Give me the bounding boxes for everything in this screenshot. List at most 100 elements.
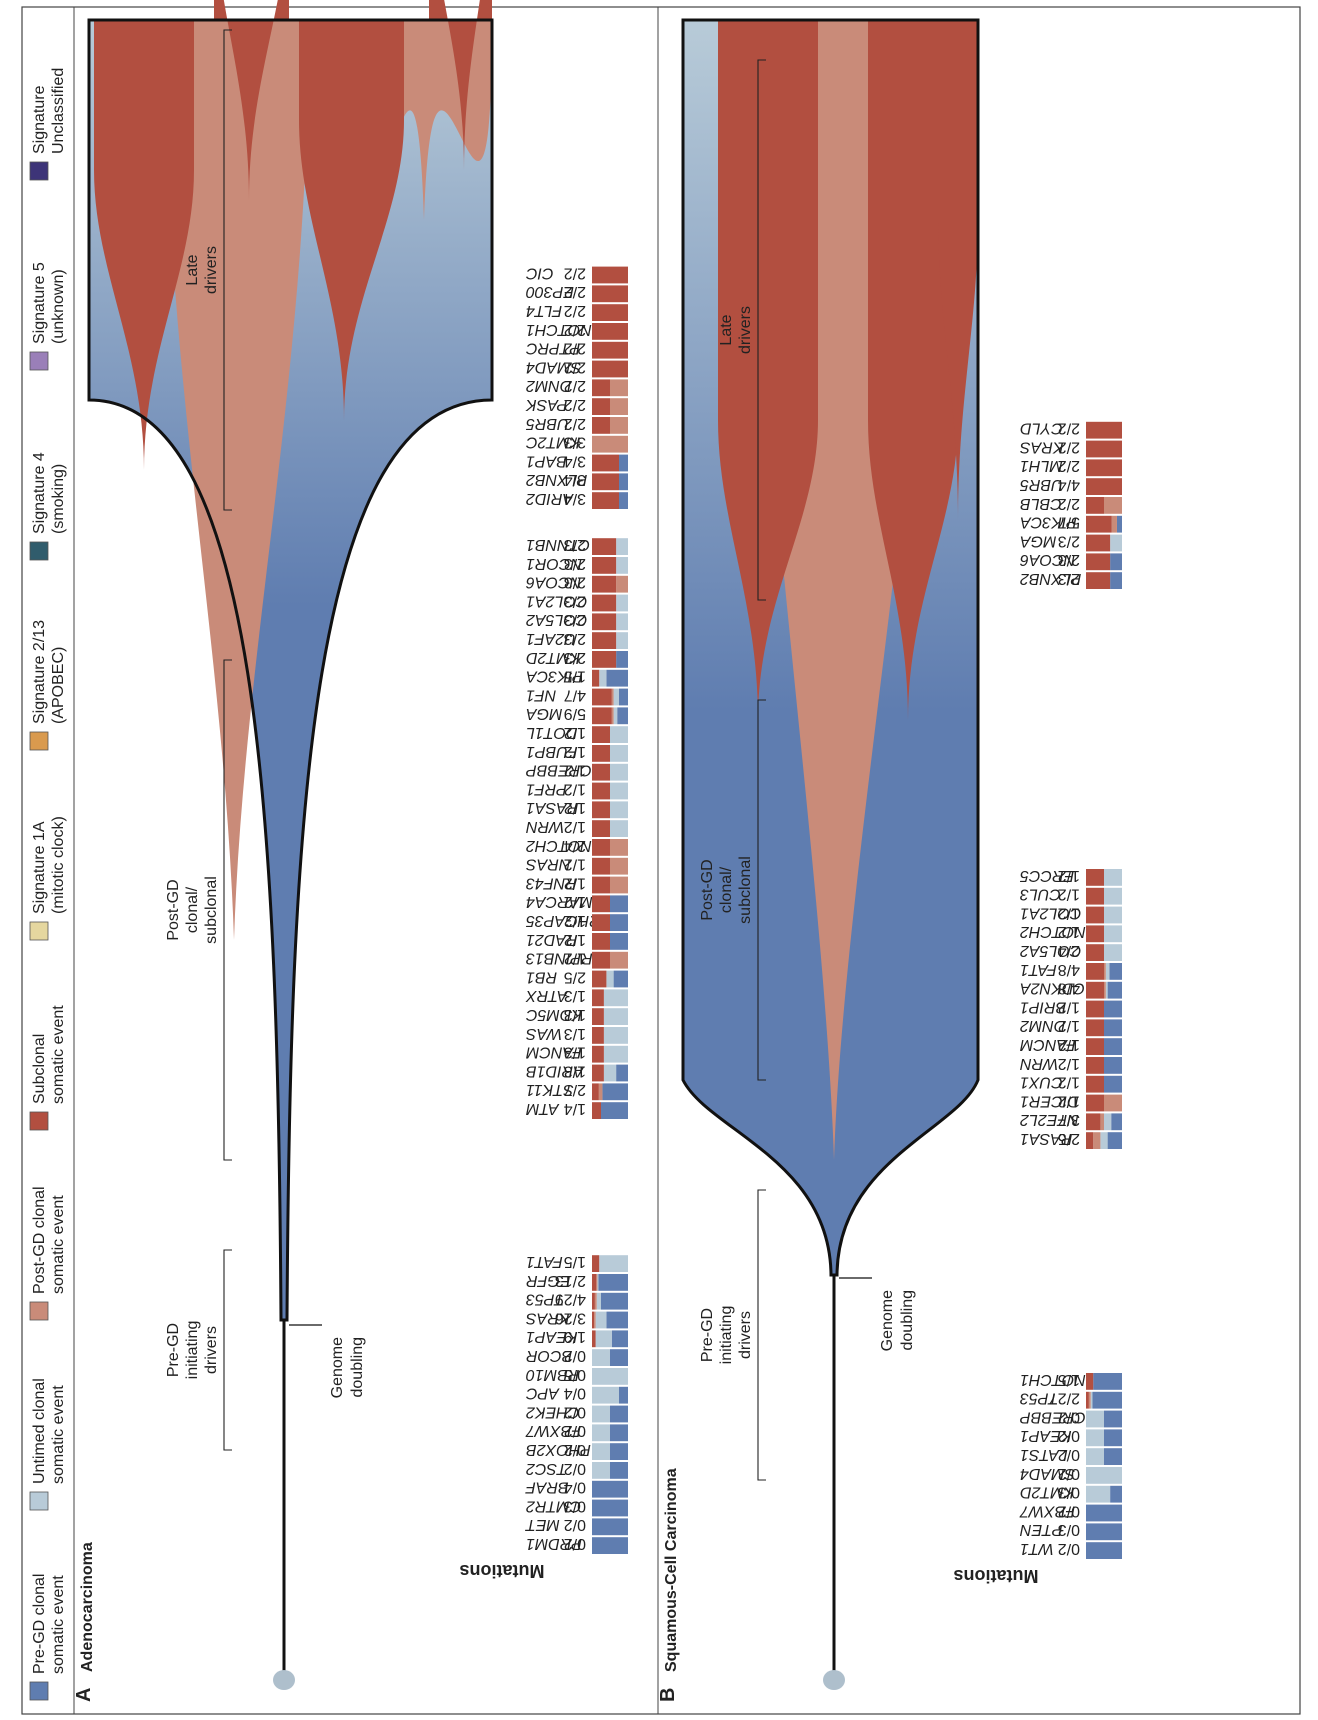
mutation-bar-seg (592, 1424, 610, 1442)
gene-label: ATRX (525, 987, 569, 1004)
mutation-count: 5/7 (1058, 514, 1080, 531)
mutation-count: 2/2 (1058, 420, 1080, 437)
mutation-bar-seg (616, 538, 628, 555)
mutation-bar-seg (610, 398, 628, 415)
mutation-bar-seg (610, 1443, 628, 1460)
mutation-bar-seg (610, 1349, 628, 1366)
mutation-count: 1/2 (564, 818, 586, 835)
gene-label: FANCM (1019, 1036, 1075, 1053)
mutation-bar-seg (1104, 962, 1106, 980)
mutation-bar-seg (592, 1499, 628, 1517)
gene-label: CHEK2 (526, 1403, 579, 1420)
mutation-count: 2/4 (564, 837, 586, 854)
root-node (273, 1670, 295, 1690)
gene-label: KEAP1 (526, 1328, 578, 1345)
gene-label: PRDM1 (526, 1535, 582, 1552)
mutation-bar-seg (592, 594, 617, 612)
mutation-bar-seg (595, 1330, 612, 1348)
gene-label: FLT4 (526, 302, 562, 319)
stage-label: initiating (184, 1321, 201, 1380)
mutation-bar-seg (1104, 1410, 1122, 1428)
mutation-bar-seg (1086, 1372, 1094, 1390)
gene-label: NF1 (526, 686, 556, 703)
mutation-bar-seg (616, 594, 628, 612)
stage-label: Pre-GD (165, 1323, 182, 1377)
mutation-count: 1/2 (1058, 1017, 1080, 1034)
mutation-bar-seg (592, 1349, 610, 1366)
mutation-count: 3/4 (564, 471, 586, 488)
legend-label: (smoking) (50, 464, 67, 534)
legend-label: (mitotic clock) (50, 816, 67, 914)
gene-label: APC (526, 1385, 560, 1402)
mutation-bar-seg (602, 1083, 629, 1101)
mutation-bar-seg (592, 820, 610, 837)
mutation-bar-seg (592, 1537, 628, 1554)
stage-label: subclonal (203, 876, 220, 944)
gene-label: KEAP1 (1020, 1427, 1072, 1444)
mutation-bar-seg (1110, 572, 1122, 589)
gene-label: SMAD4 (526, 358, 581, 375)
mutation-bar-seg (1104, 944, 1122, 961)
mutation-bar-seg (616, 613, 628, 631)
mutation-count: 0/2 (1058, 1502, 1080, 1519)
gene-label: WT1 (1020, 1540, 1054, 1557)
mutation-bar-seg (592, 454, 619, 472)
mutation-bar-seg (592, 707, 612, 725)
mutation-bar-seg (1086, 515, 1112, 533)
mutation-bar-seg (1104, 981, 1106, 999)
mutation-bar-seg (610, 895, 628, 913)
mutation-count: 1/2 (1058, 867, 1080, 884)
panel-letter: B (657, 1688, 679, 1702)
mutation-count: 2/7 (564, 1081, 586, 1098)
mutation-bar-seg (610, 914, 628, 931)
mutation-bar-seg (1086, 553, 1111, 571)
gene-label: KRAS (526, 1309, 570, 1326)
mutation-bar-seg (1086, 1410, 1104, 1428)
gene-label: RNF43 (526, 874, 577, 891)
stage-bracket (757, 1189, 766, 1481)
mutation-bar-seg (1104, 1000, 1122, 1018)
legend-swatch (29, 1301, 49, 1321)
mutation-count: 2/2 (564, 358, 586, 375)
mutation-bar-seg (592, 1255, 600, 1272)
mutation-bar-seg (603, 989, 629, 1007)
mutation-count: 2/27 (1049, 1390, 1080, 1407)
stage-bracket (757, 59, 766, 601)
mutation-count: 1/2 (1058, 1092, 1080, 1109)
mutation-bar-seg (592, 1292, 595, 1310)
mutation-bar-seg (599, 669, 607, 687)
mutation-count: 2/3 (564, 555, 586, 572)
mutation-bar-seg (611, 707, 614, 725)
gene-label: SMAD4 (1020, 1465, 1075, 1482)
mutation-count: 2/4 (1058, 942, 1080, 959)
gene-label: DNM2 (526, 377, 571, 394)
gene-label: KMT2D (1020, 1484, 1075, 1501)
mutation-bar-seg (613, 688, 619, 706)
gene-label: FUBP1 (526, 743, 578, 760)
panel-title: Adenocarcinoma (79, 1542, 96, 1672)
mutation-bar-seg (1092, 1391, 1122, 1409)
gene-label: BCOR (526, 1347, 573, 1364)
mutation-bar-seg (1109, 962, 1123, 980)
mutation-bar-seg (592, 914, 610, 931)
gene-label: MET (525, 1516, 560, 1533)
mutation-count: 0/3 (564, 1497, 586, 1514)
mutation-bar-seg (1088, 1391, 1091, 1409)
mutation-count: 1/2 (564, 799, 586, 816)
mutation-bar-seg (592, 473, 619, 491)
gene-label: COL5A2 (526, 611, 587, 628)
mutation-count: 1/2 (1058, 886, 1080, 903)
mutation-bar-seg (592, 575, 617, 593)
gene-label: WRN (1020, 1055, 1059, 1072)
gene-label: MGA (1020, 532, 1056, 549)
figure-frame (21, 6, 1301, 1715)
mutation-bar-seg (610, 1405, 628, 1423)
mutation-bar-seg (610, 932, 628, 950)
mutation-count: 1/2 (564, 724, 586, 741)
mutation-bar-seg (594, 1311, 596, 1329)
legend-label: somatic event (50, 1575, 67, 1674)
mutation-bar-seg (1086, 1504, 1122, 1522)
mutation-bar-seg (610, 801, 628, 819)
